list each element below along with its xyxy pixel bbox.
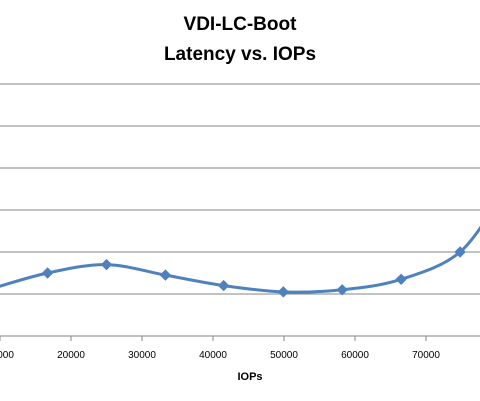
x-tick-label: 70000	[412, 350, 440, 361]
series	[0, 225, 480, 298]
data-point-marker	[454, 246, 466, 258]
x-tick-label: 50000	[270, 350, 298, 361]
gridlines	[0, 83, 480, 295]
series-line	[0, 225, 480, 294]
x-axis: 10000 20000 30000 40000 50000 60000 70000	[0, 335, 480, 361]
chart-title-line-1: VDI-LC-Boot	[183, 14, 297, 35]
data-point-marker	[159, 269, 172, 281]
chart-title-line-2: Latency vs. IOPs	[163, 44, 317, 65]
x-axis-label: IOPs	[237, 371, 263, 383]
data-point-marker	[217, 279, 230, 292]
data-point-marker	[41, 267, 54, 279]
data-point-marker	[395, 273, 407, 286]
data-point-marker	[277, 286, 289, 298]
data-point-marker	[100, 258, 113, 271]
x-tick-label: 20000	[57, 350, 85, 361]
data-point-marker	[336, 284, 348, 296]
x-tick-label: 30000	[128, 350, 156, 361]
x-tick-label: 60000	[341, 350, 369, 361]
x-tick-label: 10000	[0, 350, 14, 361]
x-tick-label: 40000	[199, 350, 227, 361]
